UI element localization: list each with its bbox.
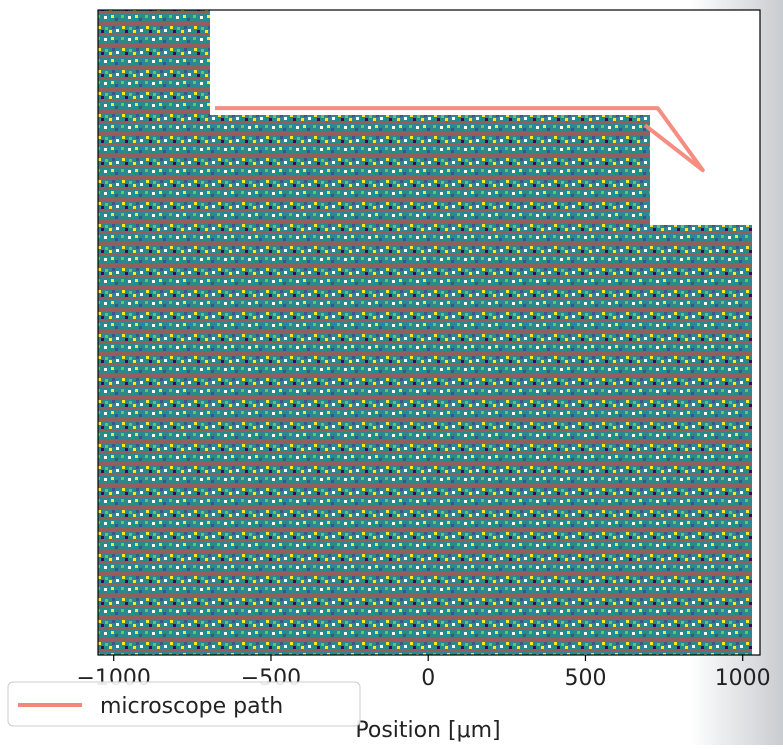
marks <box>214 106 705 173</box>
legend-label: microscope path <box>100 694 283 719</box>
legend-box <box>7 681 361 727</box>
plot-frame <box>97 9 761 656</box>
scan-tile <box>650 225 752 655</box>
legend: microscope path <box>7 681 361 727</box>
scan-tile <box>98 10 210 655</box>
x-tick-label: 0 <box>421 666 435 691</box>
scan-regions <box>98 10 752 655</box>
x-axis-label: Position [μm] <box>355 718 500 743</box>
scan-tile <box>210 115 650 655</box>
path-line <box>214 106 705 173</box>
x-tick-label: 500 <box>564 666 606 691</box>
x-tick-label: 1000 <box>715 666 771 691</box>
